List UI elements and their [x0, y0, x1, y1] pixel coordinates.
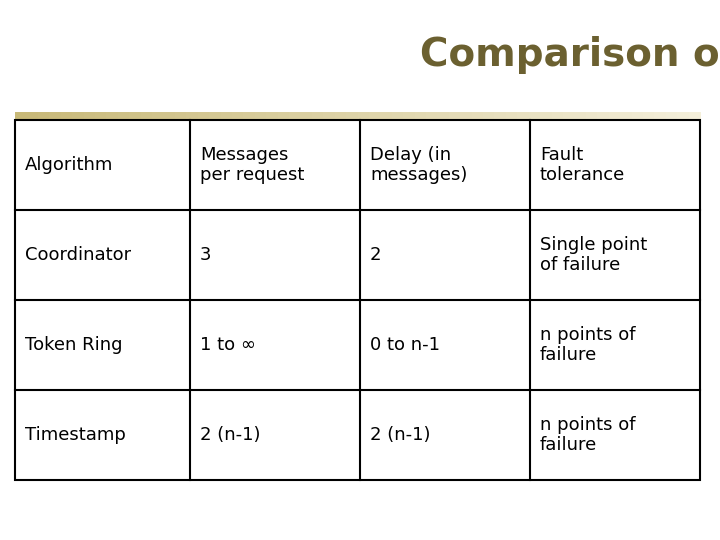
- Bar: [552, 112, 564, 120]
- Text: Delay (in
messages): Delay (in messages): [370, 146, 467, 184]
- Bar: [666, 112, 678, 120]
- Bar: [243, 112, 256, 120]
- Text: 1 to ∞: 1 to ∞: [200, 336, 256, 354]
- Bar: [392, 112, 404, 120]
- Bar: [152, 112, 164, 120]
- Bar: [540, 112, 552, 120]
- Text: n points of
failure: n points of failure: [540, 416, 636, 454]
- Bar: [563, 112, 575, 120]
- Bar: [323, 112, 336, 120]
- Bar: [643, 112, 655, 120]
- Bar: [278, 112, 290, 120]
- Bar: [518, 112, 530, 120]
- Bar: [129, 112, 142, 120]
- Bar: [15, 112, 27, 120]
- Text: Comparison of Approaches: Comparison of Approaches: [420, 36, 720, 74]
- Text: 0 to n-1: 0 to n-1: [370, 336, 440, 354]
- Bar: [118, 112, 130, 120]
- Text: 2: 2: [370, 246, 382, 264]
- Bar: [209, 112, 222, 120]
- Bar: [438, 112, 450, 120]
- Bar: [220, 112, 233, 120]
- Bar: [84, 112, 96, 120]
- Bar: [678, 112, 690, 120]
- Bar: [232, 112, 244, 120]
- Bar: [426, 112, 438, 120]
- Bar: [380, 112, 392, 120]
- Bar: [27, 112, 39, 120]
- Bar: [335, 112, 347, 120]
- Bar: [631, 112, 644, 120]
- Bar: [140, 112, 153, 120]
- Bar: [49, 112, 62, 120]
- Bar: [403, 112, 415, 120]
- Bar: [654, 112, 667, 120]
- Bar: [107, 112, 119, 120]
- Bar: [255, 112, 267, 120]
- Text: 3: 3: [200, 246, 212, 264]
- Bar: [598, 112, 610, 120]
- Bar: [506, 112, 518, 120]
- Bar: [620, 112, 632, 120]
- Bar: [460, 112, 472, 120]
- Bar: [495, 112, 507, 120]
- Text: 2 (n-1): 2 (n-1): [370, 426, 431, 444]
- Text: Algorithm: Algorithm: [25, 156, 113, 174]
- Text: Timestamp: Timestamp: [25, 426, 126, 444]
- Bar: [38, 112, 50, 120]
- Bar: [472, 112, 484, 120]
- Bar: [575, 112, 587, 120]
- Bar: [449, 112, 462, 120]
- Bar: [289, 112, 302, 120]
- Bar: [358, 112, 370, 120]
- Bar: [163, 112, 176, 120]
- Text: 2 (n-1): 2 (n-1): [200, 426, 261, 444]
- Bar: [312, 112, 324, 120]
- Text: Token Ring: Token Ring: [25, 336, 122, 354]
- Text: Messages
per request: Messages per request: [200, 146, 305, 184]
- Bar: [608, 112, 621, 120]
- Text: Fault
tolerance: Fault tolerance: [540, 146, 625, 184]
- Bar: [688, 112, 701, 120]
- Bar: [346, 112, 359, 120]
- Text: Single point
of failure: Single point of failure: [540, 235, 647, 274]
- Bar: [95, 112, 107, 120]
- Bar: [175, 112, 187, 120]
- Bar: [483, 112, 495, 120]
- Bar: [186, 112, 199, 120]
- Bar: [15, 120, 700, 480]
- Bar: [369, 112, 382, 120]
- Bar: [300, 112, 312, 120]
- Bar: [198, 112, 210, 120]
- Bar: [415, 112, 427, 120]
- Text: n points of
failure: n points of failure: [540, 326, 636, 365]
- Text: Coordinator: Coordinator: [25, 246, 131, 264]
- Bar: [72, 112, 84, 120]
- Bar: [528, 112, 541, 120]
- Bar: [586, 112, 598, 120]
- Bar: [60, 112, 73, 120]
- Bar: [266, 112, 279, 120]
